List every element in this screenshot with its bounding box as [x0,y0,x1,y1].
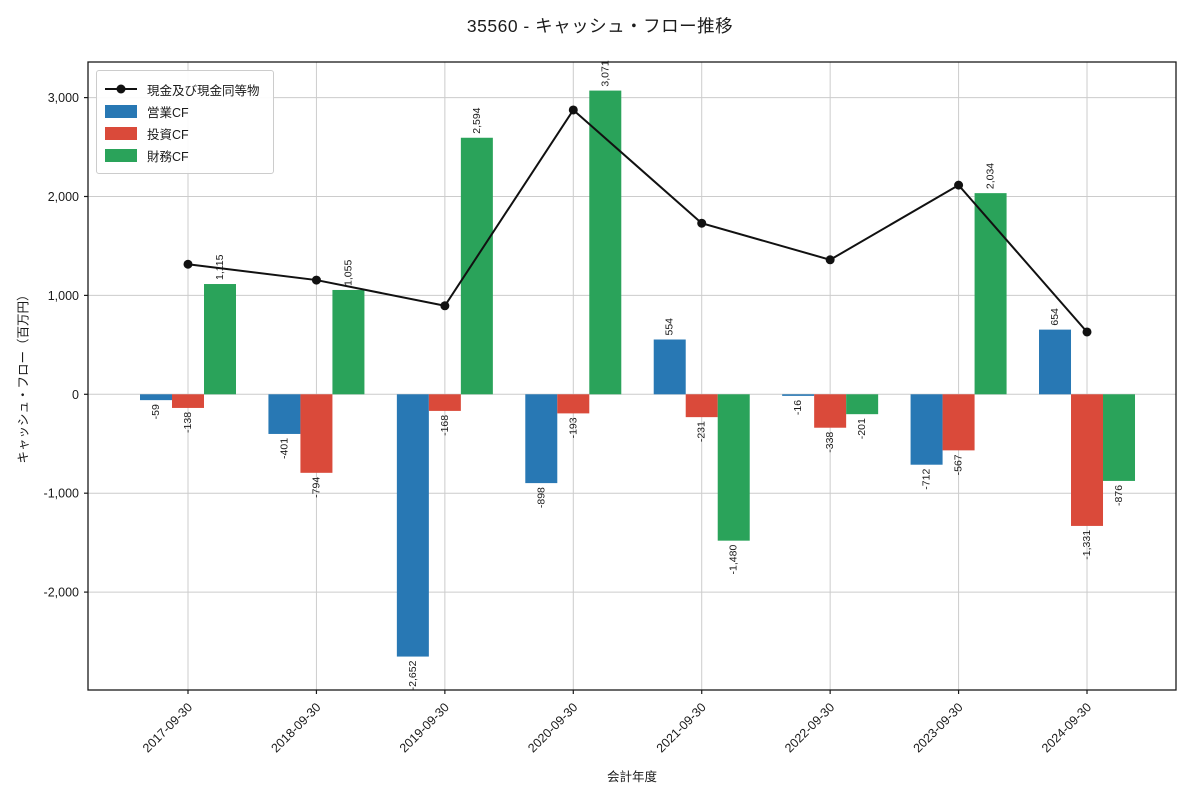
bar-財務CF-2022-09-30 [846,394,879,415]
bar-営業CF-2019-09-30 [396,394,429,657]
legend-label-operating-cf: 営業CF [147,105,189,120]
bar-label: -1,480 [728,545,740,575]
bar-label: 3,071 [599,60,611,86]
bar-投資CF-2024-09-30 [1071,394,1104,526]
bar-label: -138 [182,412,194,433]
legend-label-financing-cf: 財務CF [147,149,189,164]
x-axis-label: 会計年度 [606,770,657,784]
bar-label: -193 [567,417,579,438]
bar-営業CF-2017-09-30 [140,394,172,401]
line-marker-icon [105,84,137,94]
bar-投資CF-2018-09-30 [300,394,333,473]
bar-label: -1,331 [1081,530,1093,560]
x-tick-label: 2024-09-30 [1039,700,1094,755]
bar-label: 2,594 [471,107,483,133]
cash-line-marker [568,105,578,115]
bar-投資CF-2017-09-30 [172,394,204,408]
y-tick-label: 0 [72,388,79,402]
bar-財務CF-2017-09-30 [204,284,236,395]
x-tick-label: 2020-09-30 [525,700,580,755]
bar-label: 554 [664,318,676,336]
bar-label: -168 [439,415,451,436]
y-tick-label: 2,000 [48,190,79,204]
legend-item-investing-cf: 投資CF [105,122,265,144]
y-tick-label: 3,000 [48,91,79,105]
bar-営業CF-2022-09-30 [782,394,815,396]
legend-item-operating-cf: 営業CF [105,100,265,122]
bar-財務CF-2020-09-30 [589,90,622,395]
operating-cf-swatch-icon [105,104,137,118]
x-tick-label: 2018-09-30 [268,700,323,755]
bar-財務CF-2018-09-30 [332,289,365,395]
legend-item-financing-cf: 財務CF [105,144,265,166]
bar-財務CF-2023-09-30 [974,193,1007,395]
financing-cf-swatch-icon [105,148,137,162]
cash-line-marker [440,301,450,311]
cash-line-marker [954,180,964,190]
bar-label: -898 [535,487,547,508]
x-tick-label: 2021-09-30 [654,700,709,755]
bar-label: -712 [921,469,933,490]
legend-label-cash: 現金及び現金同等物 [147,83,260,98]
bar-営業CF-2021-09-30 [653,339,686,395]
plot-spines [87,61,1177,691]
bar-営業CF-2024-09-30 [1039,329,1072,395]
y-tick-label: 1,000 [48,289,79,303]
y-tick-label: -2,000 [44,586,79,600]
x-tick-label: 2017-09-30 [140,700,195,755]
bar-label: -16 [792,400,804,415]
bar-label: -794 [310,477,322,498]
bar-投資CF-2020-09-30 [557,394,590,414]
bar-財務CF-2019-09-30 [460,137,493,395]
cash-line-marker [311,275,321,285]
y-tick-label: -1,000 [44,487,79,501]
chart-title: 35560 - キャッシュ・フロー推移 [466,16,734,36]
bar-営業CF-2023-09-30 [910,394,943,465]
cash-line-marker [697,218,707,228]
bar-label: -59 [150,404,162,419]
bar-財務CF-2021-09-30 [717,394,750,541]
legend-label-investing-cf: 投資CF [147,127,189,142]
bar-label: -401 [278,438,290,459]
cash-line-marker [183,259,193,269]
bar-投資CF-2023-09-30 [942,394,975,451]
bar-label: -231 [696,421,708,442]
bar-label: -201 [856,418,868,439]
bar-label: -338 [824,432,836,453]
legend-item-cash: 現金及び現金同等物 [105,78,265,100]
cash-line [187,108,1088,333]
bar-投資CF-2022-09-30 [814,394,847,428]
x-tick-label: 2023-09-30 [911,700,966,755]
bar-営業CF-2020-09-30 [525,394,558,484]
bar-label: -2,652 [407,660,419,690]
bar-label: 654 [1049,308,1061,326]
investing-cf-swatch-icon [105,126,137,140]
x-tick-label: 2019-09-30 [397,700,452,755]
bar-label: -567 [953,454,965,475]
bar-label: 1,055 [342,260,354,286]
bar-投資CF-2021-09-30 [685,394,718,418]
bar-label: 2,034 [985,163,997,189]
x-tick-label: 2022-09-30 [782,700,837,755]
cash-line-marker [1082,327,1092,337]
legend: 現金及び現金同等物 営業CF 投資CF 財務CF [96,70,274,174]
bar-投資CF-2019-09-30 [428,394,461,411]
bar-営業CF-2018-09-30 [268,394,301,434]
bar-財務CF-2024-09-30 [1103,394,1136,481]
bar-label: -876 [1113,485,1125,506]
cash-line-marker [825,255,835,265]
